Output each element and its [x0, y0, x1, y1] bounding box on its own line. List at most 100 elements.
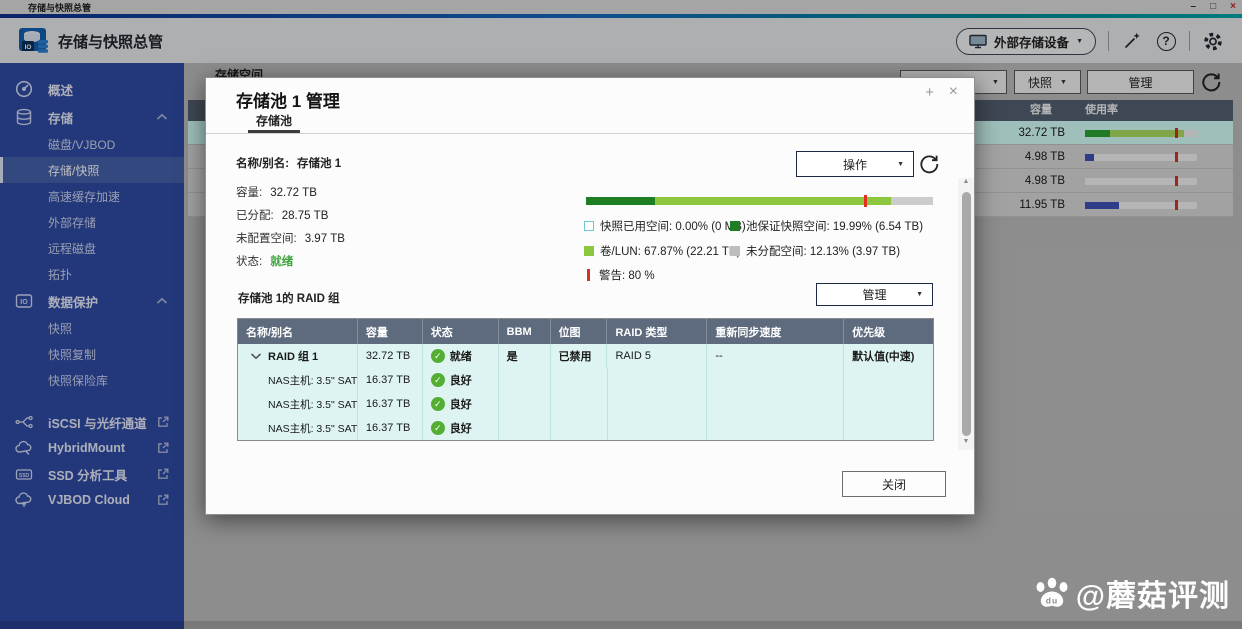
dialog-title: 存储池 1 管理 — [236, 92, 340, 111]
monitor-icon — [969, 34, 987, 48]
pool-capacity-line: 容量: 32.72 TB — [236, 187, 317, 199]
chevron-up-icon — [156, 113, 168, 120]
paw-icon: du — [1036, 577, 1068, 607]
sidebar-item-hybridmount[interactable]: HybridMount — [0, 435, 184, 461]
pool-usage-progress-bar — [586, 195, 933, 207]
gear-icon — [1204, 32, 1222, 50]
svg-text:SSD: SSD — [19, 473, 30, 479]
settings-button[interactable] — [1202, 30, 1224, 52]
sidebar-item-ssd-profiling[interactable]: SSD SSD 分析工具 — [0, 461, 184, 487]
external-link-icon — [158, 468, 169, 479]
snapshot-dropdown-button[interactable]: 快照 ▼ — [1014, 70, 1081, 94]
window-titlebar: 存储与快照总管 – □ × — [0, 0, 1242, 14]
divider — [1189, 31, 1190, 51]
volume-lun-swatch — [584, 246, 594, 256]
sidebar-item-storage-snapshots[interactable]: 存储/快照 — [0, 157, 184, 183]
col-capacity: 容量 — [1030, 104, 1052, 116]
usage-bar — [1085, 128, 1197, 138]
legend-volume-lun: 卷/LUN: 67.87% (22.21 TB) — [584, 243, 740, 259]
raid-manage-dropdown-button[interactable]: 管理 ▼ — [816, 283, 933, 306]
sidebar-item-cache-acceleration[interactable]: 高速缓存加速 — [48, 189, 121, 204]
legend-guaranteed-snapshot: 池保证快照空间: 19.99% (6.54 TB) — [730, 218, 923, 234]
sidebar-item-iscsi-fc[interactable]: iSCSI 与光纤通道 — [0, 409, 184, 435]
pool-allocated-line: 已分配: 28.75 TB — [236, 210, 329, 222]
sidebar-item-remote-disk[interactable]: 远程磁盘 — [48, 241, 97, 256]
app-header: IO 存储与快照总管 外部存储设备 ▼ — [0, 18, 1242, 63]
sidebar-item-external-storage[interactable]: 外部存储 — [48, 215, 97, 230]
usage-bar — [1085, 152, 1197, 162]
raid-disk-row[interactable]: NAS主机: 3.5" SAT... 16.37 TB ✓ 良好 — [238, 416, 933, 440]
raid-group-table: 名称/别名 容量 状态 BBM 位图 RAID 类型 重新同步速度 优先级 RA… — [237, 318, 934, 441]
chevron-down-icon: ▼ — [897, 160, 904, 168]
wand-icon — [1124, 32, 1140, 49]
chevron-down-icon: ▼ — [992, 78, 999, 86]
sidebar-item-vjbod-cloud[interactable]: VJBOD Cloud — [0, 487, 184, 513]
status-check-icon: ✓ — [430, 397, 445, 411]
close-dialog-icon[interactable]: × — [948, 83, 958, 100]
page-title: 存储与快照总管 — [58, 34, 164, 51]
data-protection-icon: IO — [15, 294, 33, 308]
status-check-icon: ✓ — [430, 373, 445, 387]
sidebar: 概述 存储 磁盘/VJBOD 存储/快照 高速缓存加速 外部存储 远程磁盘 拓扑… — [0, 63, 184, 629]
storage-pool-manage-dialog: 存储池 1 管理 + × 存储池 名称/别名: 存储池 1 容量: 32.72 TB… — [205, 77, 975, 515]
sidebar-item-data-protection[interactable]: IO 数据保护 — [0, 287, 184, 315]
pool-status-line: 状态: 就绪 — [236, 256, 294, 268]
sidebar-item-overview[interactable]: 概述 — [0, 75, 184, 103]
external-link-icon — [158, 494, 169, 505]
manage-button[interactable]: 管理 — [1087, 70, 1194, 94]
window-controls: – □ × — [1191, 0, 1236, 14]
scroll-up-icon[interactable]: ▲ — [962, 178, 970, 185]
raid-group-section-title: 存储池 1的 RAID 组 — [238, 293, 340, 305]
refresh-icon[interactable] — [1200, 71, 1222, 93]
sidebar-item-topology[interactable]: 拓扑 — [48, 267, 73, 282]
external-storage-device-label: 外部存储设备 — [994, 35, 1070, 50]
chevron-down-icon[interactable] — [250, 352, 262, 360]
legend-warning: 警告: 80 % — [584, 267, 655, 283]
scroll-down-icon[interactable]: ▼ — [962, 438, 970, 445]
watermark-text: @蘑菇评测 — [1075, 580, 1230, 613]
status-badge: 就绪 — [270, 256, 294, 268]
pool-name-line: 名称/别名: 存储池 1 — [236, 158, 342, 170]
chevron-down-icon: ▼ — [916, 291, 923, 298]
close-window-button[interactable]: × — [1230, 1, 1236, 12]
help-button[interactable]: ? — [1155, 30, 1177, 52]
raid-disk-row[interactable]: NAS主机: 3.5" SAT... 16.37 TB ✓ 良好 — [238, 392, 933, 416]
tab-separator — [206, 133, 974, 134]
raid-group-row[interactable]: RAID 组 1 32.72 TB ✓ 就绪 是 已禁用 RAID 5 -- 默认… — [238, 344, 933, 368]
external-storage-device-button[interactable]: 外部存储设备 ▼ — [956, 27, 1096, 55]
status-check-icon: ✓ — [430, 349, 445, 363]
minimize-button[interactable]: – — [1190, 1, 1197, 12]
wizard-wand-button[interactable] — [1121, 30, 1143, 52]
chevron-down-icon: ▼ — [1060, 78, 1067, 86]
header-actions: 外部存储设备 ▼ ? — [956, 26, 1224, 56]
maximize-button[interactable]: □ — [1210, 1, 1217, 12]
external-link-icon — [158, 416, 169, 427]
sidebar-item-storage[interactable]: 存储 — [0, 103, 184, 131]
dialog-scrollbar[interactable]: ▲ ▼ — [958, 178, 974, 450]
watermark: du @蘑菇评测 — [1032, 571, 1230, 615]
sidebar-item-snapshot-replica[interactable]: 快照复制 — [48, 347, 97, 362]
sidebar-item-snapshot-vault[interactable]: 快照保险库 — [48, 373, 109, 388]
sidebar-item-snapshot[interactable]: 快照 — [48, 321, 73, 336]
raid-table-header: 名称/别名 容量 状态 BBM 位图 RAID 类型 重新同步速度 优先级 — [238, 319, 933, 344]
storage-disks-icon — [16, 108, 32, 126]
maximize-dialog-icon[interactable]: + — [925, 84, 934, 101]
legend-snapshot-used: 快照已用空间: 0.00% (0 MB) — [584, 218, 746, 234]
external-link-icon — [158, 442, 169, 453]
scrollbar-thumb[interactable] — [961, 192, 971, 436]
action-dropdown-button[interactable]: 操作 ▼ — [796, 151, 914, 177]
window-title: 存储与快照总管 — [28, 2, 92, 13]
ssd-icon: SSD — [15, 469, 33, 480]
pool-unconfigured-line: 未配置空间: 3.97 TB — [236, 233, 345, 245]
raid-disk-row[interactable]: NAS主机: 3.5" SAT... 16.37 TB ✓ 良好 — [238, 368, 933, 392]
warning-threshold-marker — [863, 195, 867, 207]
snapshot-used-swatch — [584, 221, 594, 231]
close-dialog-button[interactable]: 关闭 — [842, 471, 946, 497]
help-icon: ? — [1156, 31, 1176, 51]
refresh-icon[interactable] — [918, 153, 940, 175]
sidebar-item-disks-vjbod[interactable]: 磁盘/VJBOD — [48, 137, 116, 152]
svg-text:du: du — [1046, 596, 1058, 606]
app-logo-icon: IO — [19, 28, 48, 53]
tab-storage-pool[interactable]: 存储池 — [248, 112, 301, 133]
